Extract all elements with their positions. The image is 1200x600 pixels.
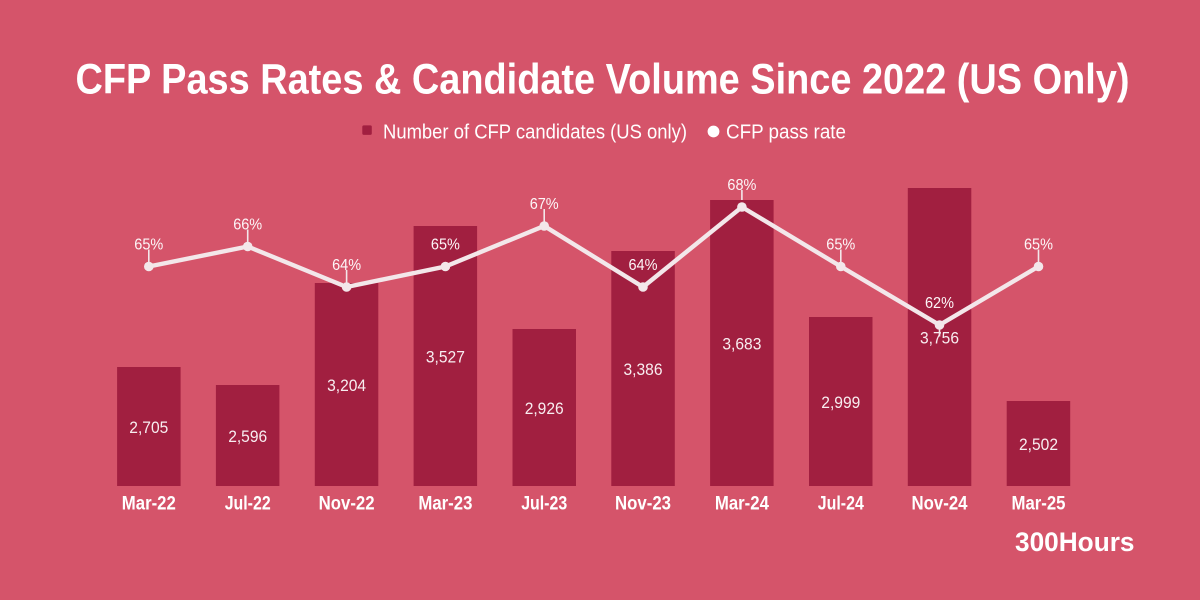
svg-text:Mar-22: Mar-22 — [122, 494, 176, 515]
svg-text:3,204: 3,204 — [327, 377, 366, 395]
svg-text:3,683: 3,683 — [722, 336, 761, 354]
svg-text:64%: 64% — [332, 257, 361, 274]
svg-text:68%: 68% — [727, 177, 756, 194]
svg-text:67%: 67% — [530, 196, 559, 213]
svg-text:Number of CFP candidates (US o: Number of CFP candidates (US only) — [383, 122, 687, 144]
svg-text:65%: 65% — [431, 237, 460, 254]
svg-text:Mar-24: Mar-24 — [715, 494, 769, 515]
svg-text:3,527: 3,527 — [426, 349, 465, 367]
svg-text:3,756: 3,756 — [920, 330, 959, 348]
svg-text:Nov-22: Nov-22 — [319, 494, 375, 515]
svg-text:64%: 64% — [629, 257, 658, 274]
svg-text:2,999: 2,999 — [821, 394, 860, 412]
svg-text:300Hours: 300Hours — [1015, 527, 1135, 557]
svg-text:65%: 65% — [1024, 237, 1053, 254]
svg-text:66%: 66% — [233, 217, 262, 234]
svg-text:62%: 62% — [925, 295, 954, 312]
svg-text:Nov-23: Nov-23 — [615, 494, 671, 515]
svg-text:Jul-24: Jul-24 — [818, 494, 864, 515]
svg-text:Jul-23: Jul-23 — [521, 494, 567, 515]
svg-text:2,502: 2,502 — [1019, 436, 1058, 454]
svg-text:Jul-22: Jul-22 — [225, 494, 271, 515]
svg-text:2,596: 2,596 — [228, 428, 267, 446]
svg-text:3,386: 3,386 — [624, 361, 663, 379]
svg-text:2,926: 2,926 — [525, 400, 564, 418]
svg-text:65%: 65% — [826, 237, 855, 254]
svg-text:65%: 65% — [134, 237, 163, 254]
svg-text:Mar-23: Mar-23 — [418, 494, 472, 515]
svg-text:2,705: 2,705 — [129, 419, 168, 437]
svg-text:Nov-24: Nov-24 — [912, 494, 968, 515]
svg-text:CFP pass rate: CFP pass rate — [726, 122, 846, 144]
svg-text:CFP Pass Rates & Candidate Vol: CFP Pass Rates & Candidate Volume Since … — [76, 56, 1130, 104]
svg-text:Mar-25: Mar-25 — [1012, 494, 1066, 515]
